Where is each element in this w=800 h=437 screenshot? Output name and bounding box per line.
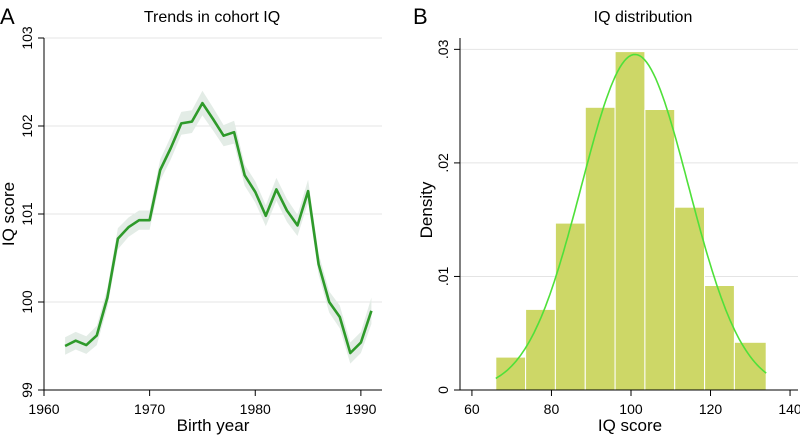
panel-a-y-tick-label: 101 — [19, 202, 35, 226]
panel-a-trend-chart: A Trends in cohort IQ 99 100 101 102 103 196… — [0, 4, 382, 435]
panel-b-y-axis-title: Density — [417, 181, 436, 238]
panel-a-label: A — [0, 4, 15, 29]
panel-a-x-tick-label: 1990 — [345, 401, 376, 417]
panel-a-y-axis-title: IQ score — [0, 182, 18, 246]
panel-a-iq-trend-line — [64, 101, 373, 355]
panel-b-x-axis-title: IQ score — [598, 416, 662, 435]
panel-b-y-tick-label: 0 — [435, 386, 451, 394]
panel-a-y-tick-label: 100 — [19, 290, 35, 314]
histogram-bar — [525, 308, 556, 391]
panel-a-x-tick-label: 1960 — [28, 401, 59, 417]
histogram-bar — [644, 109, 676, 391]
panel-b-label: B — [413, 4, 428, 29]
panel-b-y-tick-label: .03 — [435, 39, 451, 59]
histogram-bar — [704, 285, 735, 391]
panel-b-y-tick-label: .02 — [435, 153, 451, 173]
panel-a-y-tick-label: 102 — [19, 114, 35, 138]
panel-a-y-tick-label: 103 — [19, 26, 35, 50]
histogram-bar — [495, 356, 527, 391]
panel-b-x-tick-label: 60 — [464, 401, 480, 417]
panel-a-title: Trends in cohort IQ — [144, 9, 280, 26]
panel-a-x-tick-label: 1980 — [240, 401, 271, 417]
panel-a-x-ticks: 1960 1970 1980 1990 — [28, 390, 377, 417]
panel-b-normal-density-curve — [495, 53, 767, 380]
histogram-bar — [674, 206, 706, 391]
panel-b-y-tick-label: .01 — [435, 267, 451, 287]
panel-b-x-tick-label: 80 — [544, 401, 560, 417]
histogram-bar — [584, 106, 616, 391]
panel-b-title: IQ distribution — [594, 9, 693, 26]
panel-b-x-ticks: 60 80 100 120 140 — [464, 390, 800, 417]
panel-b-y-ticks: 0 .01 .02 .03 — [435, 39, 460, 394]
panel-a-x-tick-label: 1970 — [134, 401, 165, 417]
panel-a-y-ticks: 99 100 101 102 103 — [19, 26, 44, 398]
panel-b-x-tick-label: 100 — [619, 401, 643, 417]
panel-b-histogram: B IQ distribution 0 .01 .02 .03 60 80 100 120 1… — [413, 4, 800, 435]
panel-a-y-tick-label: 99 — [19, 382, 35, 398]
panel-a-x-axis-title: Birth year — [177, 416, 250, 435]
panel-b-x-tick-label: 120 — [699, 401, 723, 417]
histogram-bar — [554, 222, 586, 391]
histogram-bar — [733, 341, 767, 391]
histogram-bar — [614, 51, 646, 391]
panel-b-x-tick-label: 140 — [778, 401, 800, 417]
